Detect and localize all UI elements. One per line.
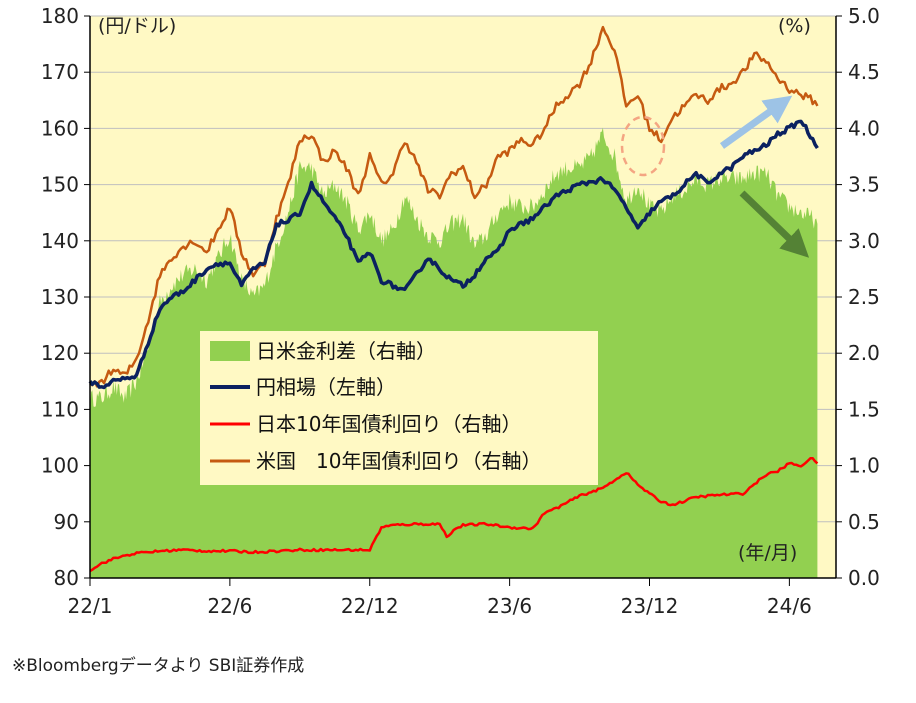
legend-swatch-spread xyxy=(210,341,250,361)
right-tick-label: 2.5 xyxy=(848,285,880,309)
x-tick-label: 22/6 xyxy=(207,594,252,618)
right-tick-label: 3.5 xyxy=(848,173,880,197)
right-tick-label: 2.0 xyxy=(848,341,880,365)
left-axis-tick-labels: 80 90 100 110 120 130 140 150 160 170 180 xyxy=(41,4,79,590)
legend-label-jgb: 日本10年国債利回り（右軸） xyxy=(256,412,521,436)
right-tick-label: 1.5 xyxy=(848,397,880,421)
right-tick-label: 1.0 xyxy=(848,454,880,478)
highlight-circle xyxy=(620,115,666,177)
x-axis-tick-labels: 22/1 22/6 22/12 23/6 23/12 24/6 xyxy=(68,594,812,618)
right-axis-unit: (%) xyxy=(778,15,811,37)
usdjpy-line xyxy=(88,119,819,390)
legend-label-usdjpy: 円相場（左軸） xyxy=(256,375,396,399)
x-tick-label: 23/12 xyxy=(621,594,679,618)
left-tick-label: 150 xyxy=(41,173,79,197)
source-note: ※Bloombergデータより SBI証券作成 xyxy=(12,656,305,676)
legend-box xyxy=(200,331,598,485)
right-axis-tick-labels: 0.0 0.5 1.0 1.5 2.0 2.5 3.0 3.5 4.0 4.5 5.0 xyxy=(848,4,880,590)
left-tick-label: 130 xyxy=(41,285,79,309)
x-tick-label: 24/6 xyxy=(767,594,812,618)
x-tick-label: 23/6 xyxy=(487,594,532,618)
right-tick-label: 3.0 xyxy=(848,229,880,253)
right-tick-label: 4.5 xyxy=(848,60,880,84)
right-tick-label: 0.5 xyxy=(848,510,880,534)
left-tick-label: 80 xyxy=(54,566,79,590)
left-tick-label: 170 xyxy=(41,60,79,84)
left-tick-label: 180 xyxy=(41,4,79,28)
legend: 日米金利差（右軸） 円相場（左軸） 日本10年国債利回り（右軸） 米国 10年国… xyxy=(200,331,598,485)
right-tick-label: 4.0 xyxy=(848,116,880,140)
ust-line xyxy=(89,25,819,388)
left-tick-label: 110 xyxy=(41,397,79,421)
right-tick-label: 0.0 xyxy=(848,566,880,590)
left-tick-label: 160 xyxy=(41,116,79,140)
x-tick-label: 22/1 xyxy=(68,594,113,618)
left-tick-label: 140 xyxy=(41,229,79,253)
left-axis-unit: (円/ドル) xyxy=(98,15,176,37)
x-axis-unit: (年/月) xyxy=(738,542,797,564)
right-tick-label: 5.0 xyxy=(848,4,880,28)
left-tick-label: 90 xyxy=(54,510,79,534)
legend-label-spread: 日米金利差（右軸） xyxy=(256,339,436,363)
jgb-line xyxy=(89,456,819,573)
x-tick-label: 22/12 xyxy=(341,594,399,618)
rising-trend-arrow xyxy=(719,95,793,149)
axes xyxy=(84,15,842,586)
left-tick-label: 100 xyxy=(41,454,79,478)
left-tick-label: 120 xyxy=(41,341,79,365)
falling-trend-arrow xyxy=(739,190,810,258)
legend-label-ust: 米国 10年国債利回り（右軸） xyxy=(256,449,541,473)
